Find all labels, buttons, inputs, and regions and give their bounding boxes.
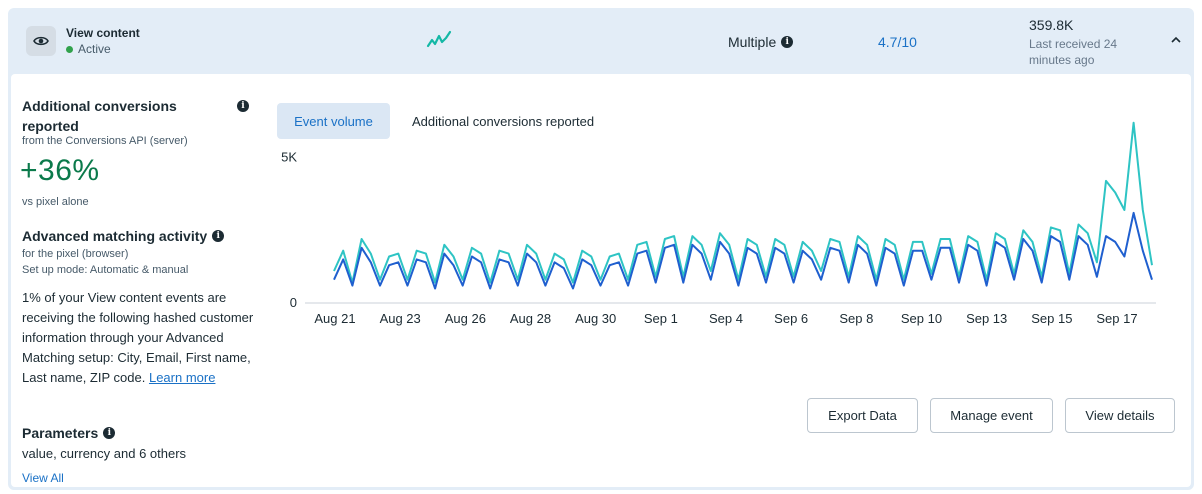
x-tick-label: Sep 8 <box>839 311 873 326</box>
manage-event-button[interactable]: Manage event <box>930 398 1053 433</box>
last-received: Last received 24 minutes ago <box>1029 37 1118 67</box>
tab-additional-conversions[interactable]: Additional conversions reported <box>412 113 595 129</box>
event-details-panel: Additional conversions reported i from t… <box>11 74 1191 487</box>
match-quality-label: Multiple <box>728 34 777 50</box>
eye-icon <box>26 26 56 56</box>
x-tick-label: Aug 28 <box>510 311 551 326</box>
advanced-matching-title-label: Advanced matching activity <box>22 228 208 244</box>
event-card: View content Active Multiple i 4.7/10 35… <box>8 8 1194 490</box>
parameters-value: value, currency and 6 others <box>22 446 187 461</box>
event-volume-chart: 5K 0 Aug 21 Aug 23 Aug 26 Aug 28 Aug 30 Sep 1 Se… <box>281 121 1156 326</box>
event-status-label: Active <box>78 42 111 56</box>
parameters-title: Parameters i <box>22 425 116 441</box>
additional-conversions-title: Additional conversions reported <box>22 98 177 134</box>
additional-conversions-source: from the Conversions API (server) <box>22 135 188 147</box>
advanced-matching-scope: for the pixel (browser) <box>22 248 129 260</box>
status-dot <box>66 45 73 53</box>
view-details-button[interactable]: View details <box>1065 398 1175 433</box>
info-icon[interactable]: i <box>781 36 794 48</box>
x-tick-label: Sep 4 <box>709 311 743 326</box>
x-tick-label: Sep 15 <box>1031 311 1072 326</box>
quality-score-link[interactable]: 4.7/10 <box>878 34 917 50</box>
sparkline-icon <box>426 30 452 48</box>
additional-conversions-percent: +36% <box>20 154 100 187</box>
advanced-matching-setup-mode: Set up mode: Automatic & manual <box>22 264 189 276</box>
y-tick-label: 5K <box>281 150 297 165</box>
x-tick-label: Aug 23 <box>380 311 421 326</box>
info-icon[interactable]: i <box>237 100 249 112</box>
advanced-matching-description: 1% of your View content events are recei… <box>22 288 254 388</box>
event-status: Active <box>66 42 111 56</box>
info-icon[interactable]: i <box>103 427 116 439</box>
info-icon[interactable]: i <box>212 230 225 242</box>
parameters-title-label: Parameters <box>22 425 99 441</box>
export-data-button[interactable]: Export Data <box>807 398 918 433</box>
x-tick-label: Sep 13 <box>966 311 1007 326</box>
series-line-total <box>333 121 1153 284</box>
advanced-matching-title: Advanced matching activity i <box>22 228 225 244</box>
match-quality: Multiple i <box>728 34 794 50</box>
event-total: 359.8K <box>1029 17 1074 33</box>
chevron-up-icon[interactable] <box>1170 34 1182 46</box>
x-tick-label: Sep 1 <box>644 311 678 326</box>
x-tick-label: Aug 21 <box>314 311 355 326</box>
event-name: View content <box>66 26 140 40</box>
x-tick-label: Sep 6 <box>774 311 808 326</box>
advanced-matching-body: 1% of your View content events are recei… <box>22 290 254 385</box>
tab-event-volume[interactable]: Event volume <box>277 103 390 139</box>
x-tick-label: Aug 26 <box>445 311 486 326</box>
x-tick-label: Sep 17 <box>1096 311 1137 326</box>
additional-conversions-vs: vs pixel alone <box>22 196 89 208</box>
x-tick-label: Aug 30 <box>575 311 616 326</box>
learn-more-link[interactable]: Learn more <box>148 370 216 385</box>
view-all-link[interactable]: View All <box>22 471 64 485</box>
x-tick-label: Sep 10 <box>901 311 942 326</box>
y-tick-label: 0 <box>290 295 297 310</box>
event-header-row[interactable]: View content Active Multiple i 4.7/10 35… <box>8 8 1194 74</box>
series-line-pixel <box>333 211 1153 290</box>
